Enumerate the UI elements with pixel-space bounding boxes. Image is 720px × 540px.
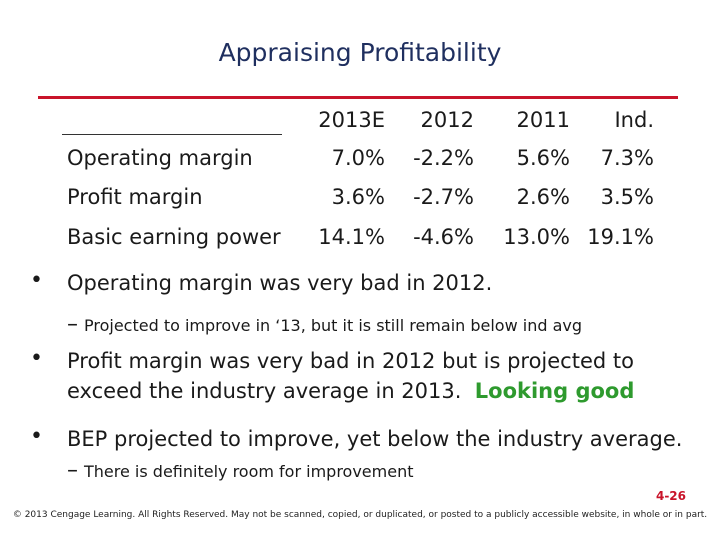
table-cell: 7.3% — [600, 146, 654, 170]
row-label-operating-margin: Operating margin — [67, 146, 253, 170]
bullet-marker: • — [30, 268, 43, 293]
column-header-2011: 2011 — [516, 108, 570, 132]
table-cell: 13.0% — [503, 225, 570, 249]
copyright-notice: © 2013 Cengage Learning. All Rights Rese… — [12, 510, 708, 520]
table-cell: 3.6% — [331, 185, 385, 209]
table-cell: -4.6% — [413, 225, 474, 249]
table-cell: 14.1% — [318, 225, 385, 249]
table-cell: 2.6% — [516, 185, 570, 209]
row-label-basic-earning-power: Basic earning power — [67, 225, 281, 249]
highlight-text: Looking good — [474, 379, 635, 403]
bullet-text: Profit margin was very bad in 2012 but i… — [67, 346, 707, 406]
dash-marker: – — [67, 312, 78, 337]
dash-marker: – — [67, 458, 78, 483]
table-cell: -2.7% — [413, 185, 474, 209]
table-cell: 7.0% — [331, 146, 385, 170]
sub-bullet: – Projected to improve in ‘13, but it is … — [67, 314, 582, 337]
column-header-2012: 2012 — [420, 108, 474, 132]
profitability-table: 2013E 2012 2011 Ind. Operating margin 7.… — [0, 0, 720, 260]
sub-bullet-text: Projected to improve in ‘13, but it is s… — [84, 316, 583, 335]
bullet-marker: • — [30, 346, 43, 371]
bullet-text: Operating margin was very bad in 2012. — [67, 271, 493, 295]
bullet-text-line: Profit margin was very bad in 2012 but i… — [67, 349, 634, 373]
bullet-marker: • — [30, 424, 43, 449]
table-header-rule — [62, 134, 282, 135]
column-header-2013e: 2013E — [318, 108, 385, 132]
row-label-profit-margin: Profit margin — [67, 185, 203, 209]
bullet-text: BEP projected to improve, yet below the … — [67, 427, 683, 451]
bullet-text-line: exceed the industry average in 2013. — [67, 379, 462, 403]
table-cell: 3.5% — [600, 185, 654, 209]
sub-bullet-text: There is definitely room for improvement — [84, 462, 414, 481]
title-divider — [38, 96, 678, 99]
table-cell: -2.2% — [413, 146, 474, 170]
slide-title: Appraising Profitability — [218, 38, 502, 67]
column-header-industry: Ind. — [614, 108, 654, 132]
sub-bullet: – There is definitely room for improvemen… — [67, 460, 413, 483]
page-number: 4-26 — [655, 489, 686, 503]
table-cell: 19.1% — [587, 225, 654, 249]
table-cell: 5.6% — [516, 146, 570, 170]
